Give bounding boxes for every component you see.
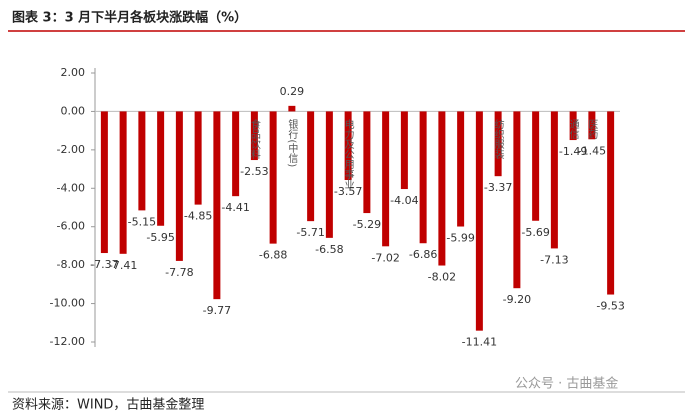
value-label: -11.41 [462,336,497,349]
value-label: -5.69 [521,226,549,239]
bar [513,111,521,289]
bar [550,111,558,249]
bar [138,111,146,211]
bar [119,111,127,254]
value-label: -6.86 [409,248,437,261]
bar [607,111,615,295]
value-label: -9.20 [503,293,531,306]
category-label: 食品饮料 [248,118,260,160]
value-label: -7.37 [90,258,118,271]
value-label: -7.78 [165,266,193,279]
bar [569,111,577,141]
y-tick-label: -10.00 [50,297,85,310]
value-label: -8.02 [428,271,456,284]
value-label: -5.15 [128,215,156,228]
category-label: 纺织服装 [492,118,504,160]
bar [213,111,221,300]
value-label: 0.29 [280,85,305,98]
bar [382,111,390,247]
bar [475,111,483,331]
value-label: -4.85 [184,210,212,223]
bar [532,111,540,221]
value-label: -5.29 [353,218,381,231]
value-label: -7.02 [371,251,399,264]
value-label: -4.04 [390,194,418,207]
bar [307,111,315,222]
bar [269,111,277,244]
bar [100,111,108,254]
value-label: -3.57 [334,185,362,198]
bar [232,111,240,197]
y-tick-label: -4.00 [57,181,85,194]
value-label: -9.53 [596,300,624,313]
value-label: -5.71 [296,226,324,239]
bar [457,111,465,227]
value-label: -7.13 [540,253,568,266]
source: 资料来源：WIND，古曲基金整理 [12,397,204,413]
value-label: -5.95 [146,231,174,244]
value-label: -2.53 [240,165,268,178]
bar [363,111,371,214]
bar [325,111,333,238]
value-label: -3.37 [484,181,512,194]
bar [419,111,427,244]
chart-title: 图表 3：3 月下半月各板块涨跌幅（%） [12,10,247,26]
value-label: -1.45 [578,144,606,157]
value-label: -1.49 [559,145,587,158]
watermark: 公众号 · 古曲基金 [515,376,618,392]
y-tick-label: -12.00 [50,335,85,348]
category-label: 银行(中信) [286,118,298,167]
bar [400,111,408,190]
bar [175,111,183,261]
bar [344,111,352,181]
value-label: -4.41 [221,201,249,214]
category-label: 通信 [567,119,579,140]
bar [250,111,258,161]
category-label: 医药 [586,119,598,140]
y-tick-label: -8.00 [57,258,85,271]
bar [157,111,165,226]
value-label: -6.88 [259,249,287,262]
y-tick-label: 2.00 [61,66,86,79]
value-label: -5.99 [446,232,474,245]
bar [438,111,446,266]
bar [588,111,596,140]
value-label: -7.41 [109,259,137,272]
y-tick-label: -2.00 [57,143,85,156]
category-label: 电力及公用事业 [342,118,354,189]
bar [494,111,502,177]
y-tick-label: 0.00 [61,104,86,117]
y-tick-label: -6.00 [57,220,85,233]
value-label: -9.77 [203,304,231,317]
bar [194,111,202,205]
value-label: -6.58 [315,243,343,256]
bar [288,105,296,112]
